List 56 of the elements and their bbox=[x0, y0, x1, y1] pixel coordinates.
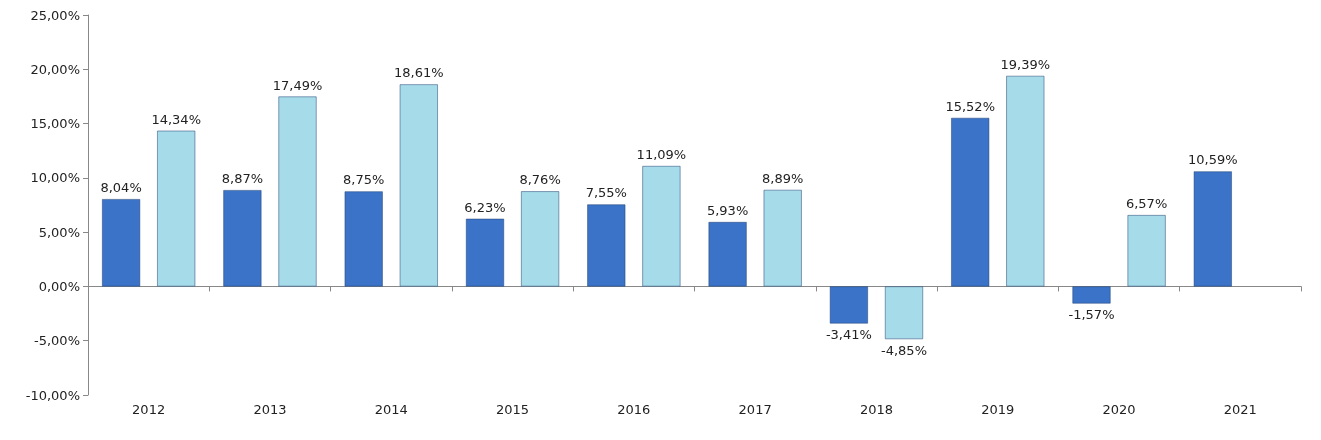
data-label: 8,89% bbox=[762, 170, 804, 186]
x-tick-label: 2021 bbox=[1223, 402, 1257, 417]
y-tick-label: 25,00% bbox=[30, 7, 80, 23]
data-label: -4,85% bbox=[881, 343, 927, 359]
bar bbox=[829, 286, 868, 324]
bar bbox=[223, 190, 262, 287]
x-tick-label: 2013 bbox=[253, 402, 287, 417]
data-label: 19,39% bbox=[1000, 56, 1051, 72]
bar bbox=[344, 191, 383, 287]
data-label: 14,34% bbox=[151, 111, 201, 127]
bar bbox=[157, 130, 196, 287]
data-label: 6,57% bbox=[1125, 196, 1168, 212]
data-label: 18,61% bbox=[394, 65, 444, 81]
bar bbox=[763, 189, 802, 287]
bar bbox=[466, 218, 504, 287]
x-tick-label: 2019 bbox=[981, 402, 1015, 417]
y-tick-label: 10,00% bbox=[30, 170, 80, 186]
x-tick-label: 2015 bbox=[496, 402, 530, 417]
data-label: 8,87% bbox=[221, 171, 264, 187]
x-tick-label: 2020 bbox=[1102, 402, 1136, 417]
bar bbox=[885, 286, 923, 340]
data-label: 10,59% bbox=[1188, 152, 1238, 168]
data-label: -3,41% bbox=[825, 327, 872, 343]
data-label: 15,52% bbox=[945, 98, 995, 114]
y-tick-label: -5,00% bbox=[34, 333, 80, 349]
bar bbox=[1072, 286, 1111, 304]
data-label: 6,23% bbox=[464, 199, 506, 215]
y-tick-label: 15,00% bbox=[30, 116, 80, 132]
data-label: -1,57% bbox=[1068, 307, 1115, 323]
data-label: 5,93% bbox=[706, 203, 749, 219]
x-tick-label: 2018 bbox=[859, 402, 893, 417]
data-label: 7,55% bbox=[585, 185, 627, 201]
y-tick-label: 0,00% bbox=[38, 278, 80, 294]
bar bbox=[399, 84, 438, 287]
y-tick-label: -10,00% bbox=[25, 387, 80, 403]
y-tick-label: 20,00% bbox=[30, 61, 80, 77]
data-label: 11,09% bbox=[636, 147, 687, 163]
bar bbox=[1193, 171, 1232, 287]
bar bbox=[278, 96, 317, 287]
x-tick-label: 2017 bbox=[738, 402, 772, 417]
bar bbox=[708, 222, 747, 287]
data-label: 8,76% bbox=[519, 172, 561, 188]
bar bbox=[1006, 75, 1045, 287]
data-label: 17,49% bbox=[272, 77, 323, 93]
x-tick-label: 2012 bbox=[132, 402, 166, 417]
x-tick-label: 2016 bbox=[617, 402, 651, 417]
y-tick-label: 5,00% bbox=[38, 224, 80, 240]
bar bbox=[951, 117, 990, 287]
bar bbox=[642, 166, 681, 287]
x-tick-label: 2014 bbox=[374, 402, 408, 417]
bar bbox=[521, 191, 560, 287]
data-label: 8,04% bbox=[100, 180, 142, 196]
data-label: 8,75% bbox=[343, 172, 385, 188]
bar bbox=[102, 199, 141, 287]
bar bbox=[587, 204, 626, 287]
bar bbox=[1127, 215, 1166, 287]
